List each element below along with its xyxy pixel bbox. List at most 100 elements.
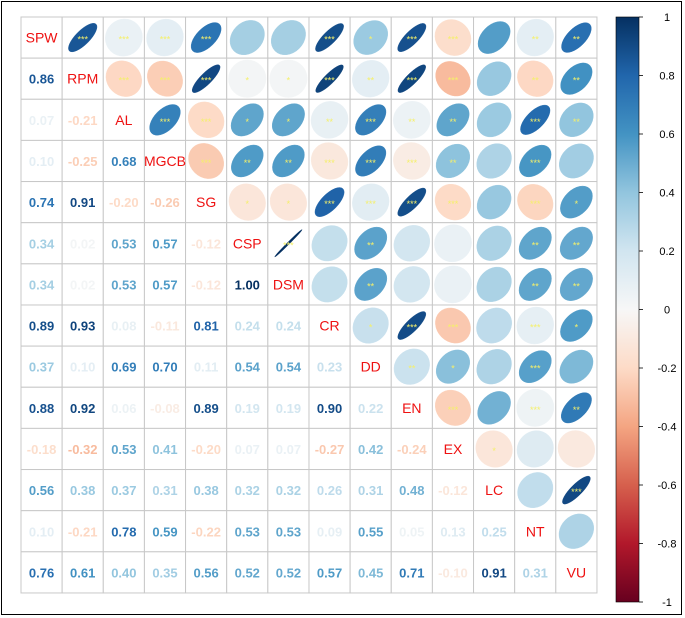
significance-stars: *** (324, 35, 335, 45)
coefficient-label: 0.32 (276, 483, 301, 498)
significance-stars: *** (530, 405, 541, 415)
matrix-cell (390, 469, 433, 512)
matrix-cell (308, 57, 351, 100)
matrix-cell (20, 181, 63, 224)
significance-stars: *** (283, 240, 294, 250)
coefficient-label: 0.41 (152, 442, 177, 457)
significance-stars: *** (407, 35, 418, 45)
correlation-ellipse (436, 103, 470, 137)
matrix-cell (143, 345, 187, 388)
coefficient-label: -0.26 (150, 195, 180, 210)
correlation-ellipse (518, 226, 552, 260)
matrix-cell (20, 386, 63, 429)
matrix-cell (61, 181, 104, 224)
coefficient-label: -0.12 (191, 236, 221, 251)
significance-stars: * (575, 199, 579, 209)
coefficient-label: 0.61 (70, 565, 95, 580)
colorbar-tick-label: -0.8 (658, 539, 677, 551)
coefficient-label: -0.21 (68, 524, 98, 539)
correlation-ellipse (562, 475, 591, 505)
correlation-ellipse (229, 20, 265, 56)
diagonal-label-dd: DD (361, 359, 381, 375)
coefficient-label: 0.10 (29, 154, 54, 169)
matrix-cell (61, 469, 104, 512)
diagonal-label-csp: CSP (233, 235, 262, 251)
colorbar-tick-label: 0.2 (659, 246, 674, 258)
coefficient-label: 0.53 (111, 277, 136, 292)
correlation-ellipse (228, 183, 266, 221)
colorbar-tick-label: -0.2 (658, 363, 677, 375)
colorbar (615, 16, 640, 603)
correlation-ellipse (352, 60, 390, 98)
correlation-ellipse (353, 20, 388, 55)
coefficient-label: 0.89 (29, 319, 54, 334)
coefficient-label: 0.31 (358, 483, 383, 498)
matrix-cell (102, 427, 145, 471)
significance-stars: *** (448, 199, 459, 209)
colorbar-tick-label: 0.6 (659, 129, 674, 141)
significance-stars: *** (324, 76, 335, 86)
coefficient-label: 0.40 (111, 565, 136, 580)
coefficient-label: -0.22 (191, 524, 221, 539)
correlation-ellipse (269, 59, 308, 98)
significance-stars: *** (324, 199, 335, 209)
matrix-cell (267, 469, 310, 512)
correlation-ellipse (435, 349, 470, 384)
significance-stars: * (492, 446, 496, 456)
matrix-cell (267, 551, 310, 594)
coefficient-label: 0.07 (29, 113, 54, 128)
correlation-ellipse (561, 22, 592, 53)
correlation-ellipse (476, 307, 512, 344)
matrix-cell (20, 510, 63, 553)
diagonal-label-mgcb: MGCB (144, 153, 186, 169)
coefficient-label: 0.52 (235, 565, 260, 580)
correlation-ellipse (274, 229, 303, 258)
coefficient-label: 0.91 (481, 565, 506, 580)
correlation-ellipse (187, 101, 225, 139)
coefficient-label: 0.91 (70, 195, 95, 210)
correlation-ellipse (520, 104, 551, 135)
coefficient-label: -0.08 (150, 401, 180, 416)
matrix-cell (61, 345, 104, 388)
coefficient-label: 0.53 (276, 524, 301, 539)
coefficient-label: 0.57 (317, 565, 342, 580)
coefficient-label: 0.56 (29, 483, 54, 498)
correlation-ellipse (310, 101, 349, 139)
coefficient-label: 0.54 (276, 360, 302, 375)
correlation-ellipse (147, 60, 183, 97)
significance-stars: *** (160, 35, 171, 45)
correlation-ellipse (230, 103, 264, 137)
coefficient-label: 0.56 (193, 565, 218, 580)
coefficient-label: 0.05 (399, 524, 424, 539)
correlation-ellipse (105, 60, 142, 97)
coefficient-label: 0.81 (193, 319, 218, 334)
significance-stars: * (246, 117, 250, 127)
significance-stars: *** (448, 405, 459, 415)
coefficient-label: 0.26 (317, 483, 342, 498)
significance-stars: ** (408, 364, 416, 374)
significance-stars: * (246, 199, 250, 209)
significance-stars: * (287, 117, 291, 127)
colorbar-tick-label: -0.6 (658, 480, 677, 492)
coefficient-label: 0.02 (70, 236, 95, 251)
correlation-ellipse (519, 144, 552, 178)
coefficient-label: 0.68 (111, 154, 136, 169)
matrix-cell (390, 427, 433, 471)
matrix-cell (308, 427, 351, 471)
correlation-ellipse (397, 64, 426, 93)
correlation-ellipse (354, 268, 388, 301)
significance-stars: *** (160, 117, 171, 127)
significance-stars: ** (408, 117, 416, 127)
colorbar-tick-label: -0.4 (658, 422, 677, 434)
matrix-cell (514, 551, 557, 594)
matrix-cell (102, 98, 145, 141)
correlation-ellipse (518, 267, 552, 301)
coefficient-label: 0.90 (317, 401, 342, 416)
matrix-cell (431, 551, 475, 594)
coefficient-label: 0.88 (29, 401, 54, 416)
coefficient-label: 0.09 (317, 524, 342, 539)
diagonal-label-spw: SPW (26, 30, 59, 46)
diagonal-label-rpm: RPM (67, 71, 98, 87)
coefficient-label: 0.71 (399, 565, 424, 580)
